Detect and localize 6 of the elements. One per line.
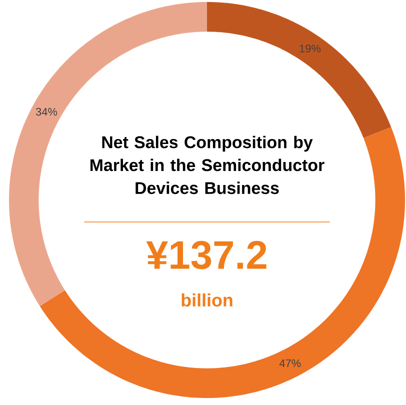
data-label: 19%	[300, 44, 321, 52]
data-label: 34%	[36, 108, 58, 116]
text: Net Sales Composition by Market in the Semiconductor Devices Business	[90, 136, 324, 194]
text: billion	[182, 293, 232, 307]
data-label: 47%	[279, 359, 301, 368]
text: ¥137.2	[146, 240, 266, 270]
